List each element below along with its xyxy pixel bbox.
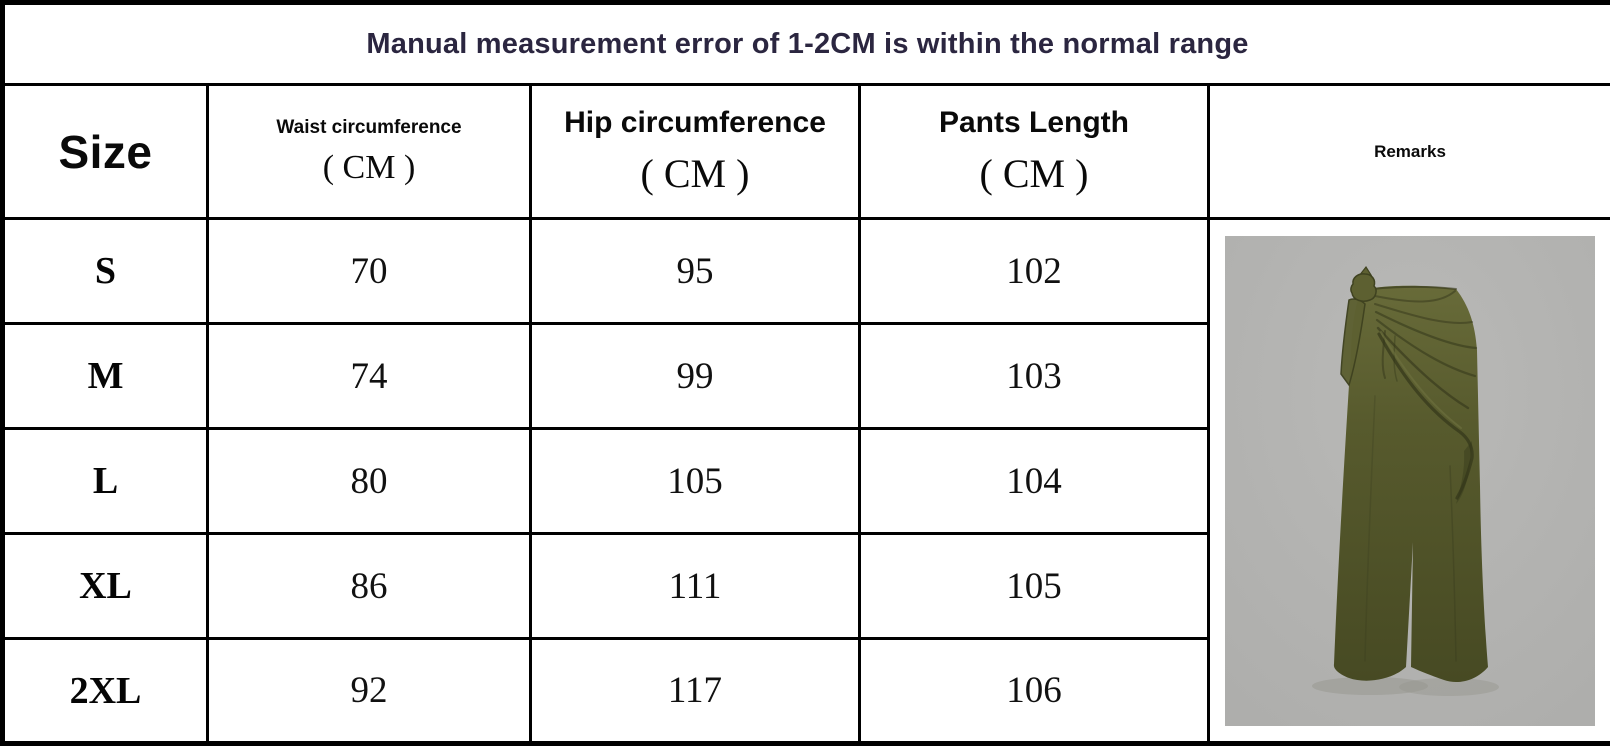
hip-value: 105 — [529, 427, 861, 535]
size-value: XL — [1, 532, 209, 640]
waist-value: 74 — [206, 322, 532, 430]
waist-value: 80 — [206, 427, 532, 535]
column-header-remarks: Remarks — [1207, 83, 1610, 220]
hip-header-label: Hip circumference — [564, 106, 826, 139]
drape-underside-shadow — [1456, 440, 1472, 504]
pants-product-image — [1225, 235, 1595, 726]
table-row: XL 86 111 105 — [1, 532, 1610, 640]
size-header-label: Size — [58, 125, 153, 178]
column-header-pants-length: Pants Length ( CM ) — [858, 83, 1210, 220]
fabric-folds — [1361, 285, 1478, 662]
floor-shadow-left — [1312, 676, 1428, 695]
pants-length-header-unit: ( CM ) — [979, 151, 1089, 196]
banner-cell: Manual measurement error of 1-2CM is wit… — [1, 1, 1610, 86]
table-row: L 80 105 104 — [1, 427, 1610, 535]
banner-row: Manual measurement error of 1-2CM is wit… — [1, 1, 1610, 86]
waist-value: 86 — [206, 532, 532, 640]
remarks-header-label: Remarks — [1374, 141, 1446, 161]
drape-highlight — [1380, 330, 1462, 429]
size-value: M — [1, 322, 209, 430]
product-photo — [1212, 235, 1610, 726]
column-header-hip: Hip circumference ( CM ) — [529, 83, 861, 220]
pants-length-value: 105 — [858, 532, 1210, 640]
pants-length-value: 102 — [858, 217, 1210, 325]
remarks-photo-cell — [1207, 217, 1610, 745]
column-header-size: Size — [1, 83, 209, 220]
hip-value: 99 — [529, 322, 861, 430]
table-row: M 74 99 103 — [1, 322, 1610, 430]
hip-header-unit: ( CM ) — [640, 151, 750, 196]
waist-value: 92 — [206, 637, 532, 745]
waist-value: 70 — [206, 217, 532, 325]
tie-knot — [1350, 272, 1377, 302]
size-value: 2XL — [1, 637, 209, 745]
hip-value: 117 — [529, 637, 861, 745]
banner-text: Manual measurement error of 1-2CM is wit… — [366, 27, 1249, 60]
size-value: L — [1, 427, 209, 535]
floor-shadow-right — [1399, 677, 1499, 696]
pants-length-header-label: Pants Length — [938, 106, 1129, 139]
pants-length-value: 103 — [858, 322, 1210, 430]
waist-header-unit: ( CM ) — [322, 148, 416, 186]
table-header-row: Size Waist circumference ( CM ) Hip circ… — [1, 83, 1610, 220]
table-row: 2XL 92 117 106 — [1, 637, 1610, 745]
pants-silhouette — [1333, 285, 1488, 682]
pants-length-value: 106 — [858, 637, 1210, 745]
table-row: S 70 95 102 — [1, 217, 1610, 745]
size-value: S — [1, 217, 209, 325]
hip-value: 95 — [529, 217, 861, 325]
waist-header-label: Waist circumference — [276, 116, 462, 138]
hip-value: 111 — [529, 532, 861, 640]
column-header-waist: Waist circumference ( CM ) — [206, 83, 532, 220]
pants-length-value: 104 — [858, 427, 1210, 535]
